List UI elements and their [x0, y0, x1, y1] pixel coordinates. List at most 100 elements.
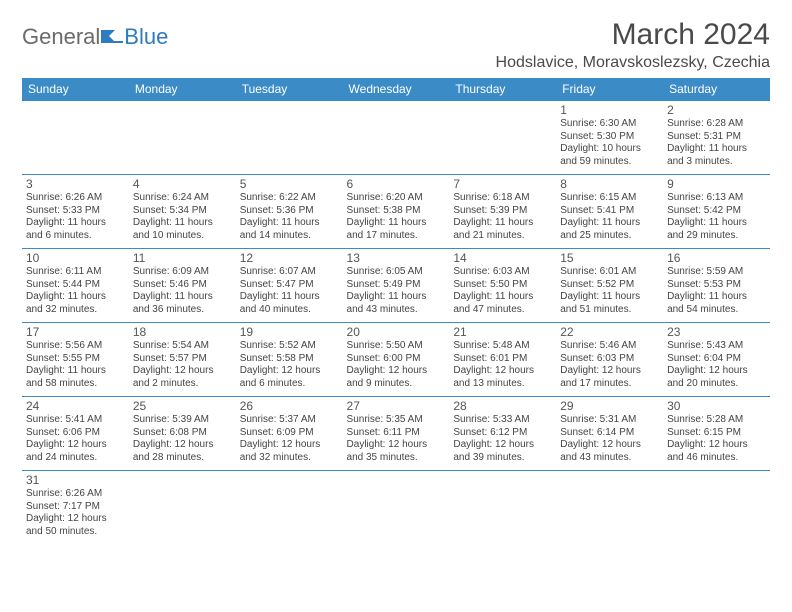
calendar-cell: 6Sunrise: 6:20 AMSunset: 5:38 PMDaylight…	[343, 175, 450, 249]
calendar-cell: 21Sunrise: 5:48 AMSunset: 6:01 PMDayligh…	[449, 323, 556, 397]
sunset: Sunset: 5:58 PM	[240, 353, 339, 366]
sunset: Sunset: 6:12 PM	[453, 427, 552, 440]
day-number: 15	[560, 251, 659, 265]
sunset: Sunset: 5:36 PM	[240, 205, 339, 218]
day-info: Sunrise: 5:41 AMSunset: 6:06 PMDaylight:…	[26, 414, 125, 464]
sunrise: Sunrise: 5:46 AM	[560, 340, 659, 353]
daylight: Daylight: 12 hours and 13 minutes.	[453, 365, 552, 390]
day-number: 6	[347, 177, 446, 191]
day-number: 22	[560, 325, 659, 339]
weekday-header: Wednesday	[343, 78, 450, 101]
calendar-row: 24Sunrise: 5:41 AMSunset: 6:06 PMDayligh…	[22, 397, 770, 471]
calendar-cell: 13Sunrise: 6:05 AMSunset: 5:49 PMDayligh…	[343, 249, 450, 323]
sunset: Sunset: 6:14 PM	[560, 427, 659, 440]
day-number: 21	[453, 325, 552, 339]
sunset: Sunset: 6:11 PM	[347, 427, 446, 440]
month-title: March 2024	[496, 18, 770, 52]
sunset: Sunset: 5:46 PM	[133, 279, 232, 292]
day-number: 19	[240, 325, 339, 339]
daylight: Daylight: 11 hours and 40 minutes.	[240, 291, 339, 316]
day-info: Sunrise: 6:26 AMSunset: 5:33 PMDaylight:…	[26, 192, 125, 242]
calendar-cell: 4Sunrise: 6:24 AMSunset: 5:34 PMDaylight…	[129, 175, 236, 249]
daylight: Daylight: 10 hours and 59 minutes.	[560, 143, 659, 168]
day-number: 3	[26, 177, 125, 191]
sunrise: Sunrise: 6:15 AM	[560, 192, 659, 205]
day-number: 24	[26, 399, 125, 413]
day-number: 18	[133, 325, 232, 339]
calendar-cell-empty	[236, 101, 343, 175]
day-number: 31	[26, 473, 125, 487]
calendar-cell: 22Sunrise: 5:46 AMSunset: 6:03 PMDayligh…	[556, 323, 663, 397]
day-number: 13	[347, 251, 446, 265]
sunrise: Sunrise: 6:11 AM	[26, 266, 125, 279]
day-number: 17	[26, 325, 125, 339]
sunset: Sunset: 6:03 PM	[560, 353, 659, 366]
sunset: Sunset: 5:55 PM	[26, 353, 125, 366]
sunrise: Sunrise: 5:28 AM	[667, 414, 766, 427]
daylight: Daylight: 12 hours and 28 minutes.	[133, 439, 232, 464]
sunset: Sunset: 5:49 PM	[347, 279, 446, 292]
calendar-cell: 24Sunrise: 5:41 AMSunset: 6:06 PMDayligh…	[22, 397, 129, 471]
day-number: 7	[453, 177, 552, 191]
sunset: Sunset: 5:31 PM	[667, 131, 766, 144]
calendar-row: 31Sunrise: 6:26 AMSunset: 7:17 PMDayligh…	[22, 471, 770, 545]
day-number: 23	[667, 325, 766, 339]
sunrise: Sunrise: 5:43 AM	[667, 340, 766, 353]
calendar-cell: 18Sunrise: 5:54 AMSunset: 5:57 PMDayligh…	[129, 323, 236, 397]
sunset: Sunset: 5:42 PM	[667, 205, 766, 218]
daylight: Daylight: 11 hours and 3 minutes.	[667, 143, 766, 168]
day-info: Sunrise: 5:59 AMSunset: 5:53 PMDaylight:…	[667, 266, 766, 316]
day-number: 1	[560, 103, 659, 117]
day-info: Sunrise: 6:30 AMSunset: 5:30 PMDaylight:…	[560, 118, 659, 168]
daylight: Daylight: 12 hours and 46 minutes.	[667, 439, 766, 464]
sunrise: Sunrise: 5:35 AM	[347, 414, 446, 427]
sunrise: Sunrise: 5:59 AM	[667, 266, 766, 279]
calendar-cell: 15Sunrise: 6:01 AMSunset: 5:52 PMDayligh…	[556, 249, 663, 323]
day-info: Sunrise: 6:01 AMSunset: 5:52 PMDaylight:…	[560, 266, 659, 316]
day-number: 11	[133, 251, 232, 265]
sunrise: Sunrise: 6:13 AM	[667, 192, 766, 205]
daylight: Daylight: 12 hours and 20 minutes.	[667, 365, 766, 390]
sunset: Sunset: 5:52 PM	[560, 279, 659, 292]
calendar-row: 17Sunrise: 5:56 AMSunset: 5:55 PMDayligh…	[22, 323, 770, 397]
day-number: 20	[347, 325, 446, 339]
day-number: 27	[347, 399, 446, 413]
day-number: 4	[133, 177, 232, 191]
logo-text-blue: Blue	[124, 24, 168, 50]
sunrise: Sunrise: 5:37 AM	[240, 414, 339, 427]
sunset: Sunset: 7:17 PM	[26, 501, 125, 514]
day-number: 29	[560, 399, 659, 413]
sunrise: Sunrise: 6:28 AM	[667, 118, 766, 131]
calendar-cell: 11Sunrise: 6:09 AMSunset: 5:46 PMDayligh…	[129, 249, 236, 323]
day-info: Sunrise: 6:20 AMSunset: 5:38 PMDaylight:…	[347, 192, 446, 242]
sunset: Sunset: 6:09 PM	[240, 427, 339, 440]
day-info: Sunrise: 6:07 AMSunset: 5:47 PMDaylight:…	[240, 266, 339, 316]
calendar-row: 1Sunrise: 6:30 AMSunset: 5:30 PMDaylight…	[22, 101, 770, 175]
weekday-header: Thursday	[449, 78, 556, 101]
weekday-header: Tuesday	[236, 78, 343, 101]
sunset: Sunset: 5:39 PM	[453, 205, 552, 218]
daylight: Daylight: 11 hours and 32 minutes.	[26, 291, 125, 316]
logo-text-general: General	[22, 24, 100, 50]
sunrise: Sunrise: 6:03 AM	[453, 266, 552, 279]
day-info: Sunrise: 6:13 AMSunset: 5:42 PMDaylight:…	[667, 192, 766, 242]
sunrise: Sunrise: 5:50 AM	[347, 340, 446, 353]
calendar-cell-empty	[556, 471, 663, 545]
day-info: Sunrise: 6:05 AMSunset: 5:49 PMDaylight:…	[347, 266, 446, 316]
sunset: Sunset: 5:38 PM	[347, 205, 446, 218]
daylight: Daylight: 11 hours and 29 minutes.	[667, 217, 766, 242]
daylight: Daylight: 12 hours and 50 minutes.	[26, 513, 125, 538]
day-info: Sunrise: 5:43 AMSunset: 6:04 PMDaylight:…	[667, 340, 766, 390]
sunrise: Sunrise: 6:05 AM	[347, 266, 446, 279]
day-number: 26	[240, 399, 339, 413]
calendar-cell-empty	[236, 471, 343, 545]
sunset: Sunset: 5:34 PM	[133, 205, 232, 218]
day-info: Sunrise: 5:31 AMSunset: 6:14 PMDaylight:…	[560, 414, 659, 464]
calendar-cell: 31Sunrise: 6:26 AMSunset: 7:17 PMDayligh…	[22, 471, 129, 545]
sunrise: Sunrise: 5:48 AM	[453, 340, 552, 353]
day-info: Sunrise: 5:54 AMSunset: 5:57 PMDaylight:…	[133, 340, 232, 390]
day-number: 12	[240, 251, 339, 265]
calendar-cell: 2Sunrise: 6:28 AMSunset: 5:31 PMDaylight…	[663, 101, 770, 175]
daylight: Daylight: 11 hours and 54 minutes.	[667, 291, 766, 316]
sunrise: Sunrise: 6:26 AM	[26, 488, 125, 501]
